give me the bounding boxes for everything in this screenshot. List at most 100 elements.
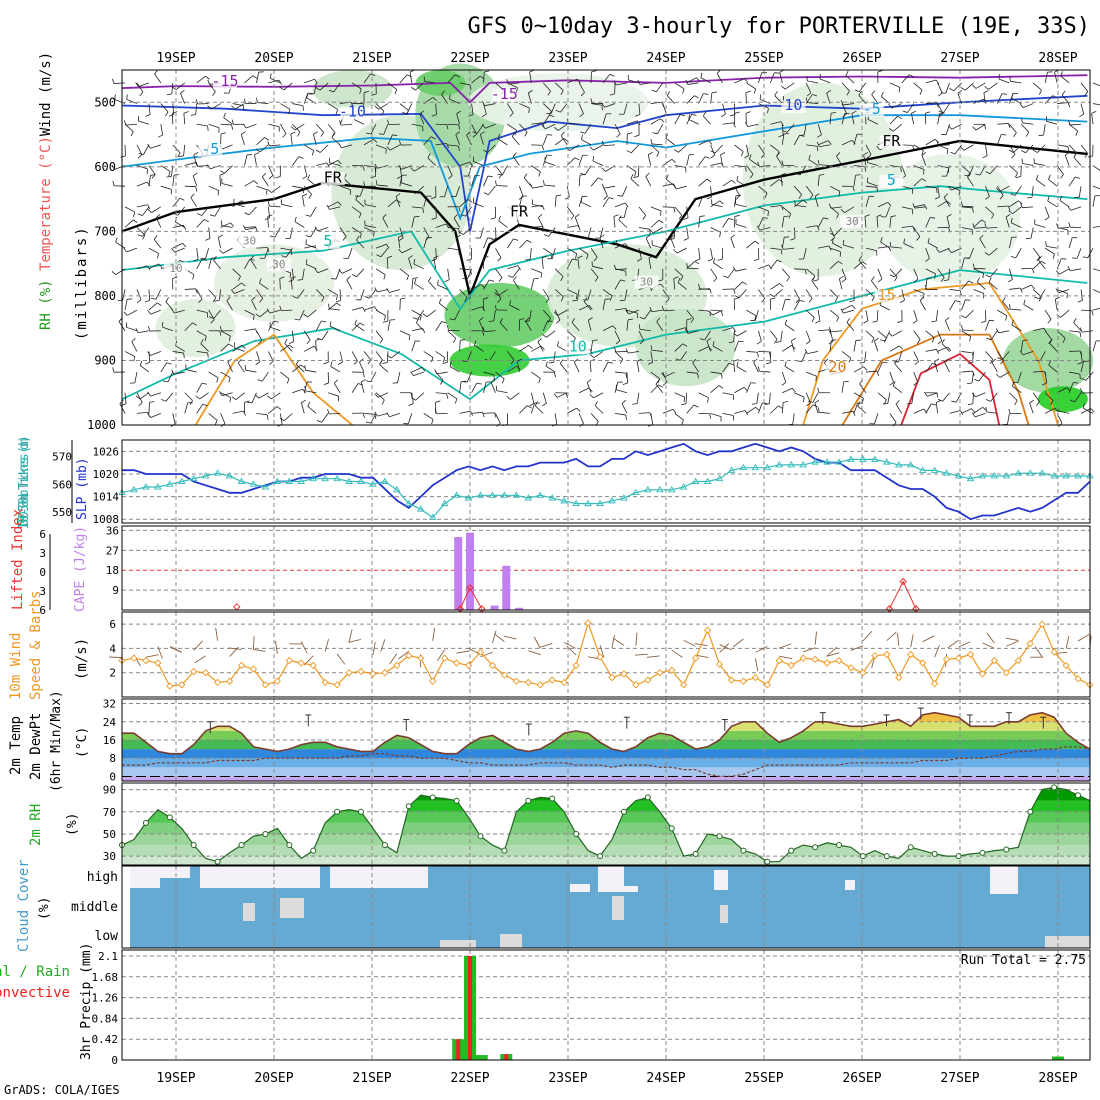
wind-barb-flag <box>858 90 862 96</box>
wind-barb-flag <box>836 316 839 322</box>
wind-barb <box>399 103 409 111</box>
thickness-point <box>369 480 377 487</box>
wind-barb <box>436 371 448 375</box>
wind-barb <box>829 261 839 270</box>
wind-barb-flag <box>984 223 987 229</box>
wind-barb <box>261 371 269 382</box>
wind-barb <box>1009 123 1017 133</box>
wind-barb <box>686 77 697 84</box>
wind-barb <box>758 402 763 414</box>
wind-barb-flag <box>985 171 991 175</box>
wind-barb-flag <box>1007 123 1011 129</box>
wind-barb-flag <box>794 200 796 206</box>
wind-barb <box>456 237 461 249</box>
wind-barb <box>435 103 437 115</box>
wind-barb-flag <box>456 110 462 114</box>
wind-barb-flag <box>1084 153 1089 158</box>
wind-barb <box>487 144 496 153</box>
thickness-point <box>859 455 867 462</box>
wind-barb-flag <box>840 209 845 213</box>
wind-barb-flag <box>751 403 757 405</box>
wind-barb <box>893 123 903 132</box>
wind-barb <box>545 365 556 373</box>
cloud-frame <box>121 865 1091 949</box>
wind-barb-flag <box>863 152 869 156</box>
wind-barb <box>591 103 603 106</box>
wind10-point <box>1074 675 1082 683</box>
wind-barb <box>483 71 485 83</box>
wind10-point <box>823 659 831 667</box>
wind-barb <box>685 392 688 404</box>
thickness-point <box>727 466 736 473</box>
wind-barb-flag <box>1067 266 1071 271</box>
wind-barb-flag <box>376 254 382 258</box>
wind-barb-flag <box>435 400 441 403</box>
wind-barb-flag <box>855 339 861 341</box>
wind-barb-flag <box>253 180 258 185</box>
wind-barb <box>196 351 208 354</box>
wind-barb <box>1068 144 1077 154</box>
wind-barb-flag <box>693 404 699 408</box>
wind-barb <box>913 289 925 294</box>
wind-barb-flag <box>808 154 811 160</box>
wind-barb-flag <box>711 91 717 94</box>
wind-barb <box>864 216 867 228</box>
wind-barb <box>341 144 353 149</box>
wind-barb <box>986 227 998 229</box>
wind-barb-flag <box>657 378 661 384</box>
wind-barb <box>1060 309 1070 318</box>
thickness-point <box>596 499 604 507</box>
wind-barb-flag <box>863 320 869 324</box>
wind-barb-flag <box>513 276 517 281</box>
wind-barb <box>602 299 606 311</box>
wind-barb <box>560 103 568 113</box>
wind-barb-flag <box>168 171 171 177</box>
wind-barb <box>557 345 568 352</box>
wind-barb <box>245 369 257 373</box>
contour-label: 5 <box>887 171 896 189</box>
wind-barb-flag <box>892 381 896 387</box>
wind-barb <box>150 309 162 315</box>
wind-barb <box>507 238 514 249</box>
wind-barb <box>998 330 1010 334</box>
thickness-point <box>309 474 318 482</box>
wind-barb <box>925 248 930 259</box>
wind-barb <box>1009 144 1016 155</box>
li-tick: 3 <box>39 547 46 560</box>
wind-barb-flag <box>338 269 343 274</box>
wind-barb-flag <box>308 194 312 199</box>
wind-barb <box>674 413 684 421</box>
wind-barb-flag <box>244 212 250 216</box>
rh-tick: 70 <box>103 806 116 819</box>
wind-barb-flag <box>307 401 311 407</box>
wind-barb-flag <box>997 357 1003 361</box>
wind-barb <box>248 206 257 216</box>
wind-barb <box>213 309 221 319</box>
wind-barb <box>594 405 604 414</box>
wind-barb-flag <box>921 151 927 156</box>
wind-barb <box>279 278 281 290</box>
wind-barb <box>569 144 580 151</box>
wind-barb <box>913 309 918 321</box>
wind-barb-flag <box>449 318 455 321</box>
wind-barb <box>295 364 305 373</box>
wind-barb-flag <box>1008 149 1014 153</box>
wind-barb-flag <box>506 79 509 85</box>
wind-barb <box>268 406 278 414</box>
wind-barb <box>628 309 640 315</box>
rh-point <box>573 830 580 837</box>
thickness-tick: 560 <box>52 478 72 491</box>
wind-barb <box>310 227 317 238</box>
wind-barb-flag <box>626 150 632 154</box>
thickness-point <box>655 485 664 493</box>
wind10-barb <box>958 641 971 648</box>
wind-barb-flag <box>408 335 411 341</box>
wind-barb <box>1059 200 1070 208</box>
wind-barb <box>1008 268 1013 280</box>
wind-barb-flag <box>402 112 408 114</box>
wind-barb-flag <box>204 219 209 223</box>
precip-total-bar <box>1052 1056 1064 1060</box>
wind-barb <box>256 412 268 416</box>
wind-barb <box>213 260 221 270</box>
wind-barb <box>913 330 921 340</box>
